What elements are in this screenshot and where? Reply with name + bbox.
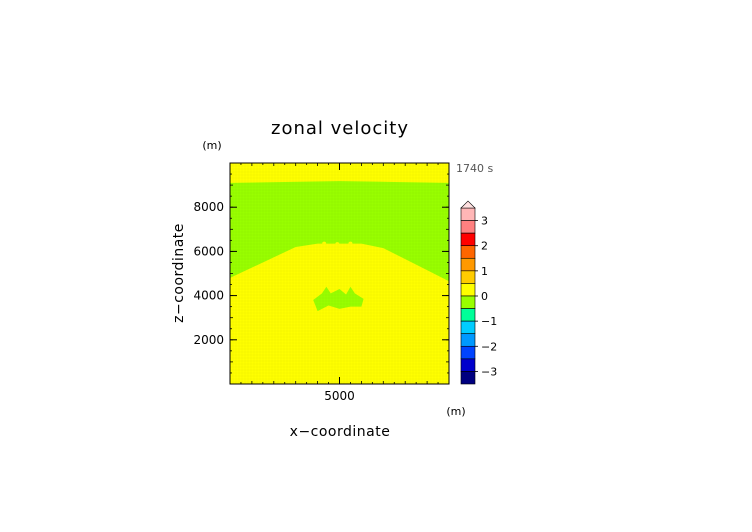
colorbar-swatch xyxy=(460,295,476,309)
y-tick-label: 6000 xyxy=(193,244,224,258)
colorbar-swatch xyxy=(460,207,476,221)
colorbar-swatch xyxy=(460,371,476,385)
axes: 5000 2000 4000 6000 8000 xyxy=(193,162,450,403)
plot-area xyxy=(229,162,450,384)
colorbar-swatch xyxy=(460,270,476,284)
colorbar-swatch xyxy=(460,358,476,372)
y-axis-label: z−coordinate xyxy=(171,223,187,323)
colorbar-tick-label: 0 xyxy=(481,290,488,303)
colorbar-swatch xyxy=(460,333,476,347)
colorbar-swatch xyxy=(460,308,476,322)
x-tick-label: 5000 xyxy=(324,389,355,403)
grid-texture xyxy=(229,162,450,384)
colorbar-tick-label: −1 xyxy=(481,315,497,328)
colorbar-tick-label: −2 xyxy=(481,340,497,353)
y-tick-label: 4000 xyxy=(193,289,224,303)
colorbar-tick-label: −3 xyxy=(481,365,497,378)
colorbar-cap xyxy=(460,200,476,209)
arch-crest-bump xyxy=(335,242,340,247)
central-green-blob xyxy=(313,286,364,312)
colorbar-swatch xyxy=(460,232,476,247)
upper-green-layer xyxy=(230,181,449,282)
colorbar-swatch xyxy=(460,283,476,297)
colorbar-tick-label: 3 xyxy=(481,215,488,228)
arch-crest-bump xyxy=(322,241,327,246)
y-tick-label: 2000 xyxy=(193,333,224,347)
colorbar-swatch xyxy=(460,245,476,259)
y-tick-label: 8000 xyxy=(193,200,224,214)
colorbar-tick-label: 2 xyxy=(481,240,488,253)
colorbar-swatch xyxy=(460,320,476,335)
colorbar: 3 2 1 0 −1 −2 −3 xyxy=(460,200,497,385)
y-axis-unit: (m) xyxy=(202,139,221,152)
colorbar-tick-label: 1 xyxy=(481,265,488,278)
x-axis-label: x−coordinate xyxy=(290,424,391,440)
time-label: 1740 s xyxy=(456,162,493,175)
x-axis-unit: (m) xyxy=(446,405,465,418)
chart-title: zonal velocity xyxy=(271,118,409,139)
colorbar-swatch xyxy=(460,345,476,360)
colorbar-swatch xyxy=(460,220,476,234)
arch-crest-bump xyxy=(348,241,353,246)
colorbar-swatch xyxy=(460,257,476,272)
